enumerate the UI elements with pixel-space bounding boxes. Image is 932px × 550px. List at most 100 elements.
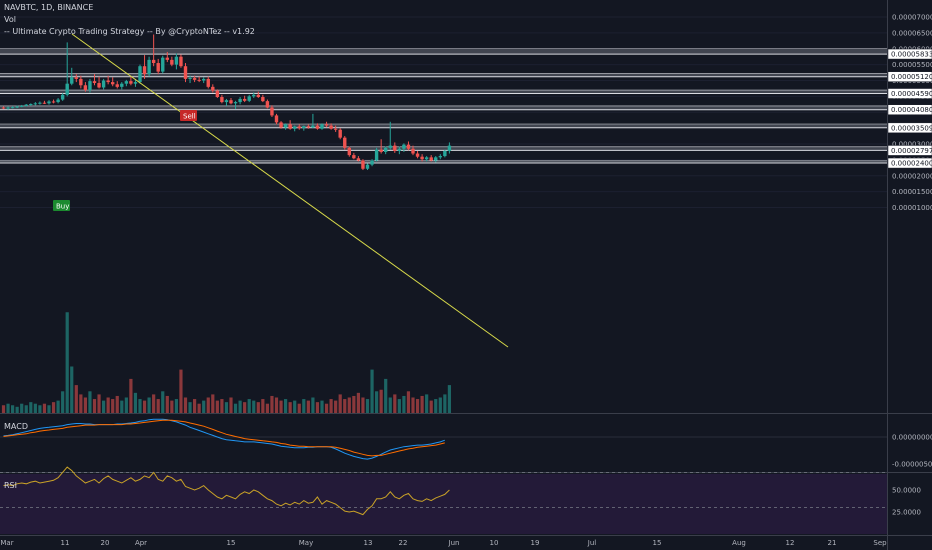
volume-bar [211,394,215,413]
volume-bar [425,394,429,413]
volume-bar [352,395,356,413]
volume-bar [102,400,106,413]
volume-bar [306,400,310,413]
candle-body [333,128,338,130]
volume-bar [165,395,169,413]
price-label-box [887,48,932,60]
candle-body [311,125,315,128]
candle-body [434,157,438,161]
rsi-label: RSI [4,481,17,490]
volume-bar [297,403,301,413]
price-label: 0.00004080 [891,106,932,114]
candle-body [352,155,356,159]
time-tick-label: 22 [399,539,408,547]
candle-body [129,81,133,84]
candle-body [38,102,42,104]
candle-body [56,99,60,103]
volume-bar [206,397,210,413]
time-tick-label: Jul [587,539,597,547]
candle-body [101,80,106,88]
candle-body [338,129,342,138]
symbol-title: NAVBTC, 1D, BINANCE [4,3,93,12]
candle-body [106,80,110,83]
candle-body [270,107,274,116]
candle-body [438,156,442,158]
candle-body [42,102,47,104]
candle-body [424,157,429,160]
time-tick-label: 15 [227,539,236,547]
zone-rect [0,48,887,55]
macd-signal-line [3,419,445,457]
rsi-tick-label: 50.0000 [892,487,921,495]
volume-bar [120,400,124,413]
zone-rect [0,146,887,151]
candle-body [297,126,301,129]
volume-bar [293,400,297,413]
candle-body [115,84,119,87]
volume-bar [329,399,333,413]
candle-body [447,145,452,151]
price-tick-label: 0.00005500 [892,61,932,69]
volume-bar [356,392,360,413]
price-axis: 0.000070000.000065000.000060000.00005500… [887,14,932,517]
rsi-tick-label: 25.0000 [892,509,921,517]
volume-bar [338,394,342,413]
candle-body [197,79,201,81]
volume-bar [343,399,347,413]
candle-body [88,81,92,91]
candle-body [179,56,183,67]
candle-body [165,57,169,60]
price-label-box [887,88,932,99]
candle-body [70,77,74,84]
volume-bar [202,400,206,413]
candle-body [443,150,447,157]
candle-body [302,126,306,129]
volume-bar [434,399,438,413]
candle-body [65,83,69,95]
macd-line [3,418,445,460]
candle-body [92,81,97,84]
candle-body [188,77,192,79]
candle-body [384,147,388,152]
zone-rect [0,160,887,164]
price-label: 0.00002400 [891,160,932,168]
candle-body [283,124,288,128]
volume-bar [347,397,351,413]
candle-body [47,101,51,104]
candle-body [138,66,142,83]
candle-body [370,160,374,165]
volume-bar [311,397,315,413]
candle-body [274,115,279,123]
candle-body [206,78,210,87]
macd-pane [0,418,887,460]
vol-label: Vol [4,15,16,24]
price-tick-label: 0.00006500 [892,29,932,37]
volume-bar [224,402,229,413]
volume-bar [115,395,119,413]
candle-body [111,82,115,85]
candle-body [420,156,424,160]
volume-bar [111,399,115,413]
volume-bar [397,399,401,413]
volume-bar [411,397,415,413]
candle-body [397,148,402,151]
candle-body [347,147,351,156]
candle-body [224,100,229,103]
time-tick-label: Mar [0,539,13,547]
candle-body [133,82,138,84]
volume-bar [124,397,128,413]
candle-body [306,126,311,128]
volume-bar [288,402,292,413]
volume-bar [179,369,183,413]
volume-bar [320,400,324,413]
price-label: 0.00003509 [891,124,932,132]
price-label-box [887,122,932,134]
candle-body [279,122,283,128]
time-axis: Mar 11 20 Apr 15 May 13 22 Jun 10 19 Jul 15 Aug 12 21 Se… [0,539,887,547]
volume-bar [161,391,165,413]
price-label: 0.00002797 [891,147,932,155]
price-label-box [887,145,932,156]
time-tick-label: 15 [653,539,662,547]
trend-line [71,33,509,348]
